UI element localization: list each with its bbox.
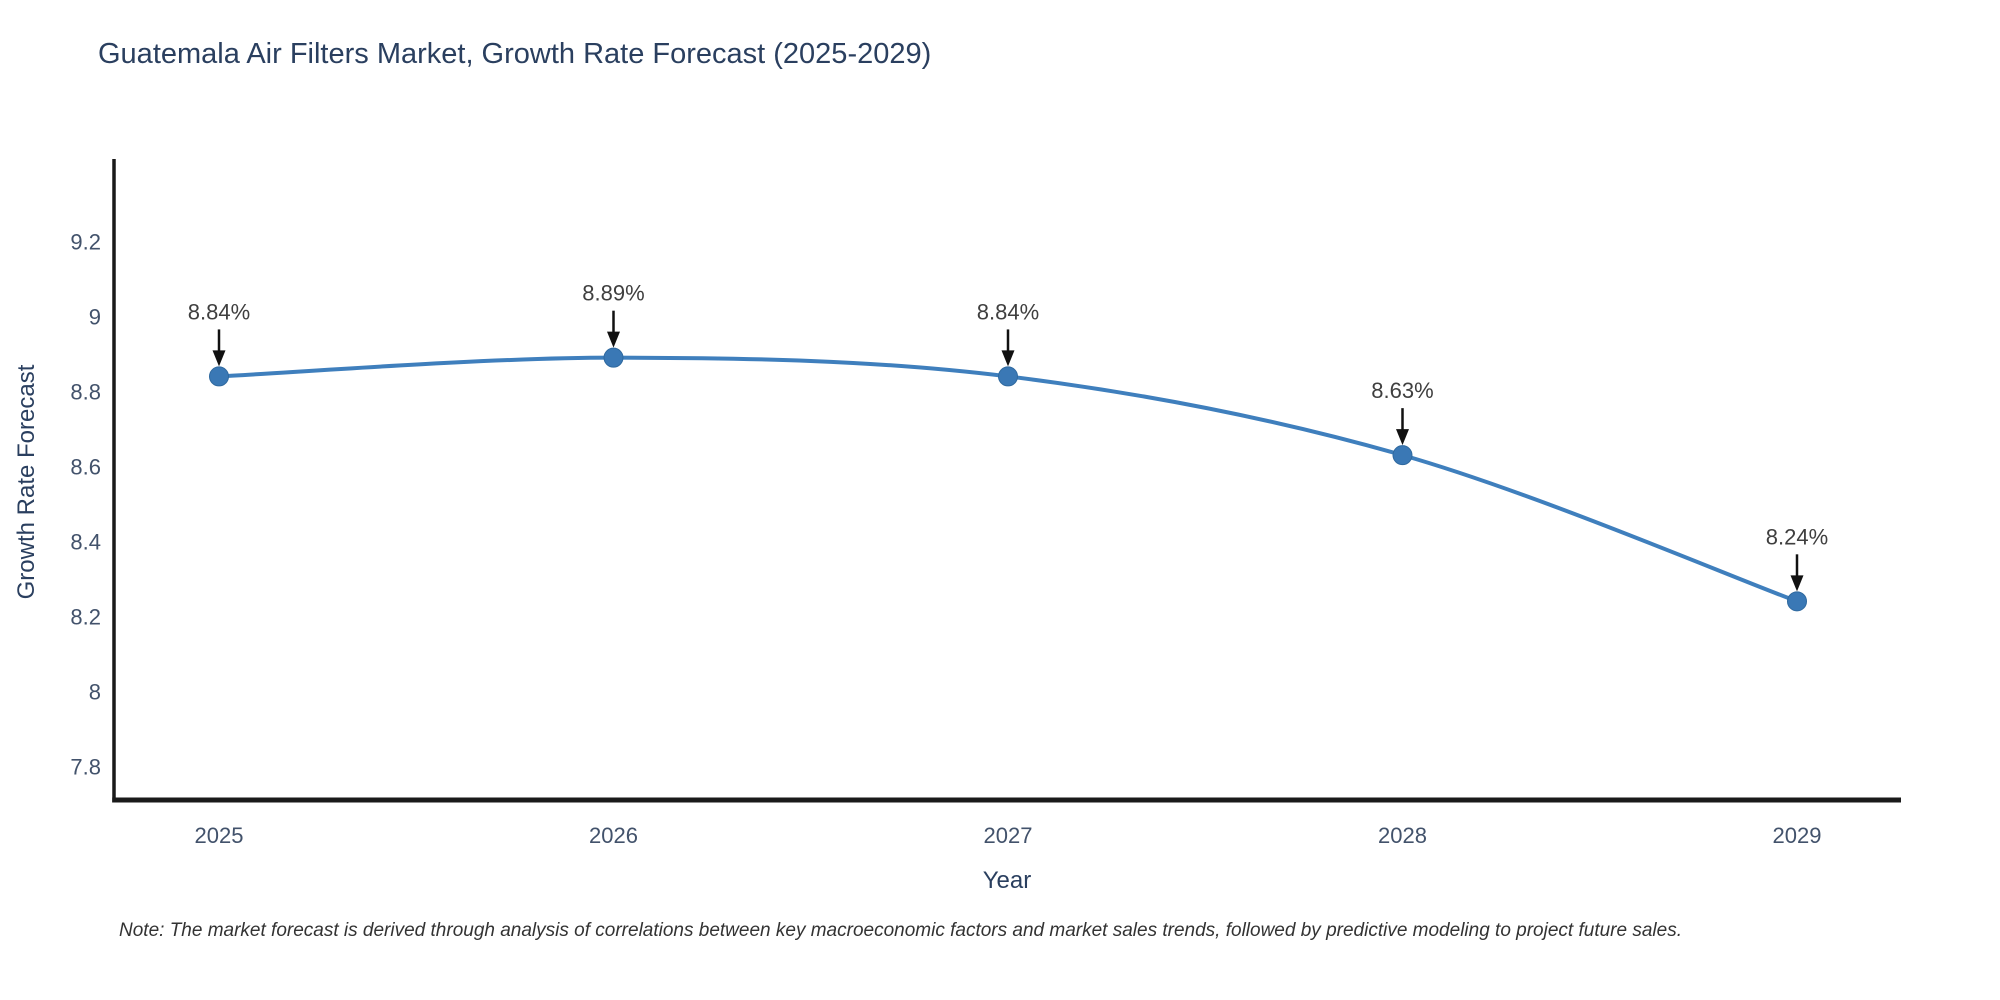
footnote-text: Note: The market forecast is derived thr… bbox=[119, 920, 1682, 941]
y-axis-tick-label: 8.8 bbox=[70, 379, 101, 404]
annotation-arrowhead bbox=[1396, 429, 1409, 446]
data-point-marker bbox=[1392, 445, 1413, 466]
y-axis-tick-label: 8 bbox=[89, 679, 101, 704]
point-value-label: 8.89% bbox=[582, 281, 644, 306]
point-value-label: 8.24% bbox=[1766, 524, 1828, 549]
y-axis-tick-label: 9 bbox=[89, 304, 101, 329]
y-axis-title: Growth Rate Forecast bbox=[13, 364, 40, 600]
data-point-marker bbox=[603, 347, 624, 368]
x-axis-tick-label: 2028 bbox=[1378, 823, 1427, 848]
x-axis-tick-label: 2029 bbox=[1773, 823, 1822, 848]
annotation-arrowhead bbox=[212, 350, 226, 367]
x-axis-tick-label: 2027 bbox=[984, 823, 1033, 848]
y-axis-tick-label: 8.4 bbox=[70, 529, 101, 554]
annotation-arrowhead bbox=[607, 331, 620, 348]
data-point-marker bbox=[1787, 591, 1807, 612]
y-axis-tick-label: 9.2 bbox=[70, 229, 101, 254]
x-axis-tick-label: 2025 bbox=[195, 823, 244, 848]
x-axis-title: Year bbox=[982, 867, 1032, 894]
chart-title: Guatemala Air Filters Market, Growth Rat… bbox=[98, 38, 932, 70]
data-point-marker bbox=[209, 366, 229, 387]
data-point-marker bbox=[998, 366, 1018, 387]
y-axis-tick-label: 8.2 bbox=[70, 604, 101, 629]
y-axis-tick-label: 7.8 bbox=[70, 754, 101, 779]
annotation-arrowhead bbox=[1790, 575, 1804, 592]
annotation-arrowhead bbox=[1001, 350, 1015, 367]
y-axis-tick-label: 8.6 bbox=[70, 454, 101, 479]
forecast-line bbox=[217, 355, 1799, 604]
point-value-label: 8.84% bbox=[977, 299, 1039, 324]
x-axis-tick-label: 2026 bbox=[589, 823, 638, 848]
point-value-label: 8.84% bbox=[188, 299, 250, 324]
point-value-label: 8.63% bbox=[1371, 378, 1433, 403]
